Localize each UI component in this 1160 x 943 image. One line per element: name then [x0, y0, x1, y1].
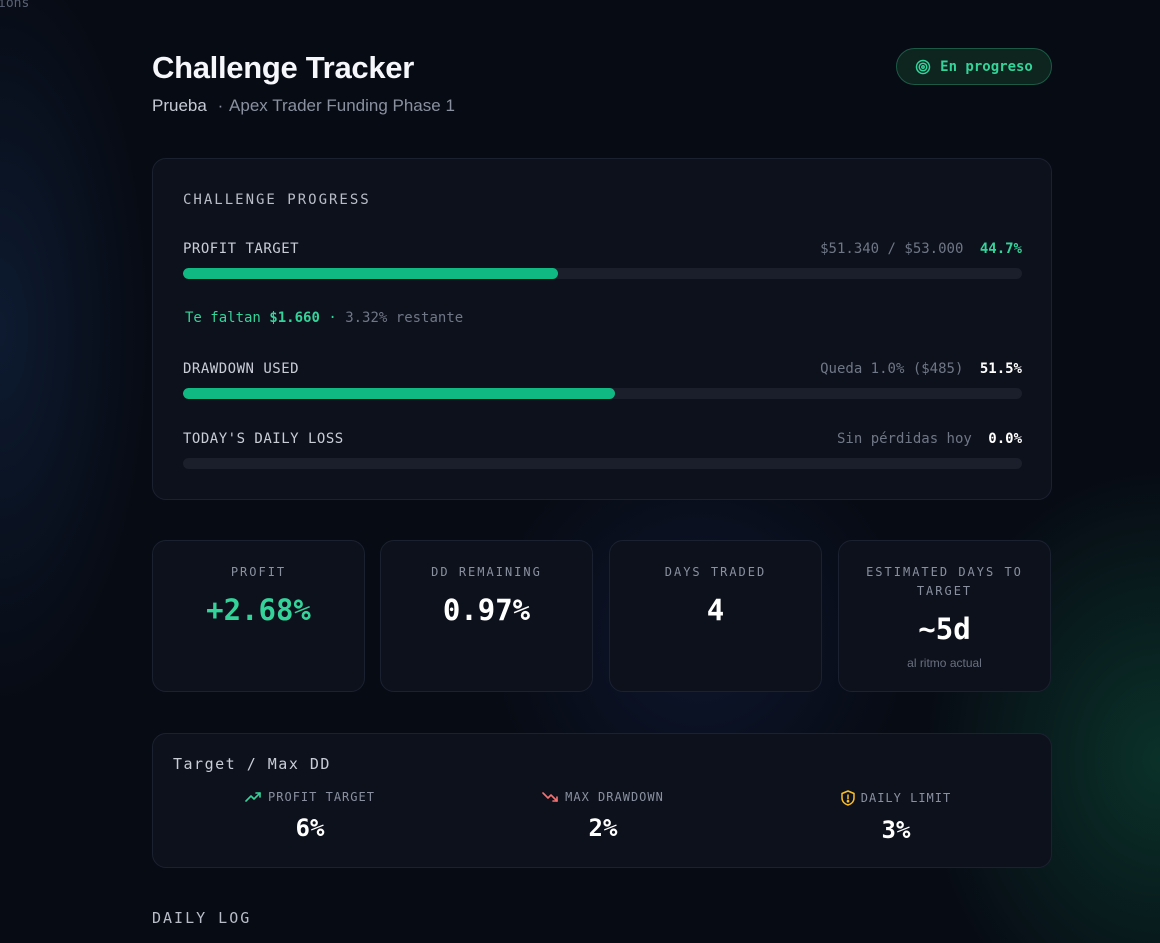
limit-label: DAILY LIMIT — [860, 791, 952, 805]
daily-loss-info: Sin pérdidas hoy 0.0% — [837, 431, 1022, 447]
drawdown-bar-fill — [183, 388, 616, 399]
trending-down-icon — [542, 792, 558, 802]
challenge-name: Apex Trader Funding Phase 1 — [229, 96, 455, 115]
limits-title: Target / Max DD — [173, 755, 331, 773]
daily-loss-label: TODAY'S DAILY LOSS — [183, 431, 344, 447]
challenge-progress-card: CHALLENGE PROGRESS PROFIT TARGET $51.340… — [152, 158, 1052, 500]
profit-target-label: PROFIT TARGET — [183, 241, 300, 257]
subtitle: Prueba · Apex Trader Funding Phase 1 — [152, 96, 455, 116]
status-badge[interactable]: En progreso — [896, 48, 1052, 85]
stat-value: ~5d — [918, 612, 971, 646]
corner-text: ions — [0, 0, 30, 11]
drawdown-info: Queda 1.0% ($485) 51.5% — [820, 361, 1022, 377]
stat-label: PROFIT — [230, 565, 287, 579]
limit-value: 6% — [295, 814, 325, 842]
stat-value: 0.97% — [442, 593, 531, 627]
stat-label: ESTIMATED DAYS TO TARGET — [866, 565, 1023, 598]
limit-profit-target: PROFIT TARGET 6% — [210, 790, 410, 842]
remaining-amount: $1.660 — [269, 310, 320, 326]
profit-target-percent: 44.7% — [979, 241, 1022, 257]
daily-loss-status: Sin pérdidas hoy — [836, 431, 972, 447]
page-title: Challenge Tracker — [152, 50, 414, 85]
remaining-percent: 3.32% restante — [345, 310, 464, 326]
shield-alert-icon — [841, 790, 855, 806]
limits-card: Target / Max DD PROFIT TARGET 6% MAX DRA… — [152, 733, 1052, 868]
account-name: Prueba — [152, 96, 207, 115]
stat-label: DD REMAINING — [431, 565, 542, 579]
trending-up-icon — [245, 792, 261, 802]
limit-value: 3% — [881, 816, 911, 844]
stat-card-dd-remaining: DD REMAINING 0.97% — [380, 540, 593, 692]
drawdown-remaining: Queda 1.0% ($485) — [820, 361, 964, 377]
limit-label: PROFIT TARGET — [268, 790, 375, 804]
stat-card-estimated-days: ESTIMATED DAYS TO TARGET ~5d al ritmo ac… — [838, 540, 1051, 692]
daily-loss-percent: 0.0% — [988, 431, 1022, 447]
stat-sub: al ritmo actual — [907, 656, 982, 670]
stat-value: +2.68% — [206, 593, 311, 627]
limit-label: MAX DRAWDOWN — [565, 790, 664, 804]
target-icon — [915, 59, 931, 74]
profit-target-bar — [183, 268, 1022, 279]
drawdown-percent: 51.5% — [979, 361, 1022, 377]
stat-value: 4 — [706, 593, 725, 627]
limit-max-drawdown: MAX DRAWDOWN 2% — [503, 790, 703, 842]
daily-log-title: DAILY LOG — [152, 909, 252, 927]
stat-label: DAYS TRADED — [664, 565, 767, 579]
stat-card-days-traded: DAYS TRADED 4 — [609, 540, 822, 692]
drawdown-label: DRAWDOWN USED — [183, 361, 300, 377]
remaining-note: Te faltan $1.660 · 3.32% restante — [185, 310, 463, 326]
profit-target-info: $51.340 / $53.000 44.7% — [820, 241, 1022, 257]
limit-daily-limit: DAILY LIMIT 3% — [796, 790, 996, 844]
daily-loss-bar — [183, 458, 1022, 469]
stat-card-profit: PROFIT +2.68% — [152, 540, 365, 692]
remaining-prefix: Te faltan — [185, 310, 261, 326]
limit-value: 2% — [588, 814, 618, 842]
profit-target-bar-fill — [183, 268, 559, 279]
status-label: En progreso — [940, 58, 1033, 75]
remaining-separator: · — [328, 310, 337, 326]
profit-target-amounts: $51.340 / $53.000 — [820, 241, 964, 257]
drawdown-bar — [183, 388, 1022, 399]
subtitle-separator: · — [217, 96, 224, 115]
card-title: CHALLENGE PROGRESS — [183, 192, 371, 208]
